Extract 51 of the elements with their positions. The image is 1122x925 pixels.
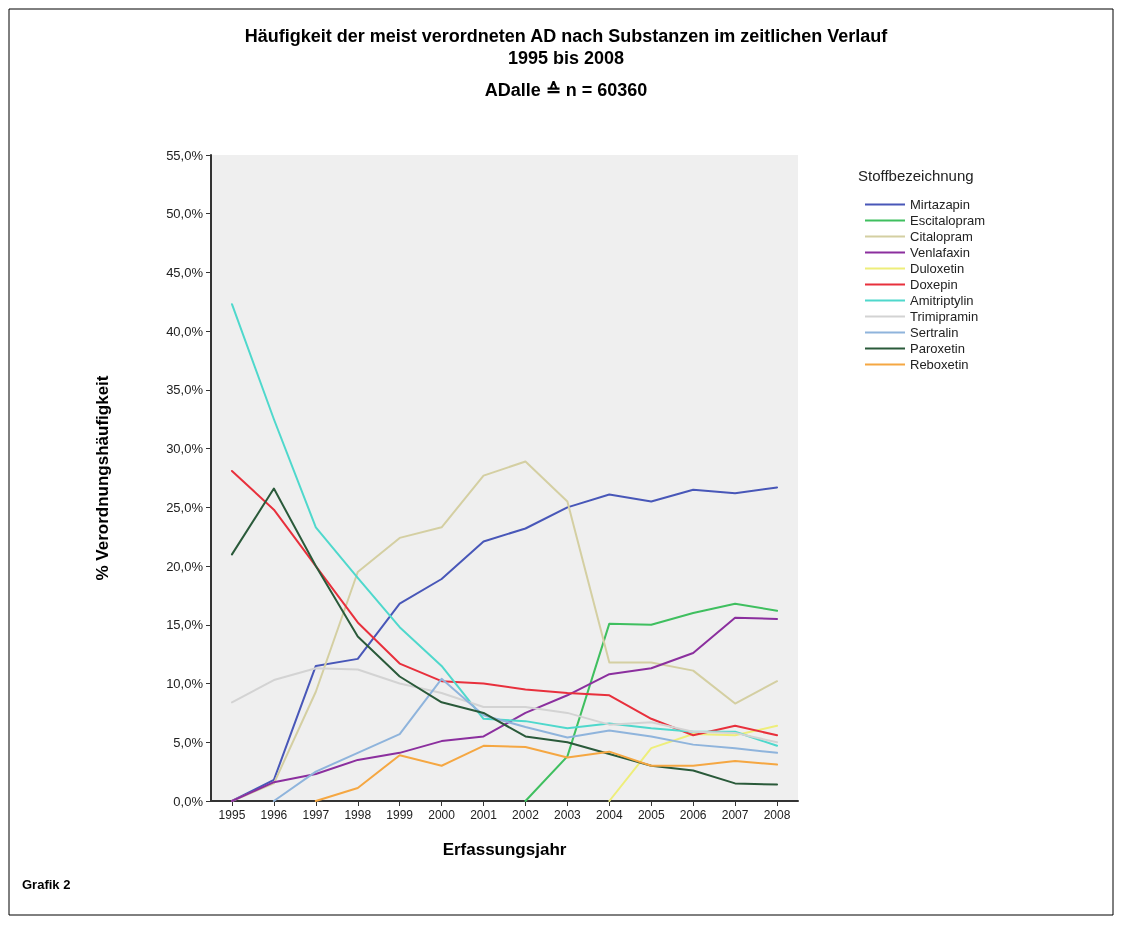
chart-title: Häufigkeit der meist verordneten AD nach Substanzen im zeitlichen Verlauf 1995 bis 2008 (244, 26, 889, 68)
legend-label: Trimipramin (910, 309, 979, 324)
y-tick-label: 45,0% (166, 264, 204, 280)
y-tick-label: 40,0% (166, 323, 204, 339)
line-series (230, 469, 779, 737)
x-tick-label: 2001 (470, 808, 498, 822)
x-tick-label: 1998 (344, 808, 372, 822)
y-tick-label: 5,0% (173, 734, 204, 750)
x-tick-label: 1996 (260, 808, 288, 822)
legend-label: Reboxetin (910, 357, 969, 372)
legend-label: Escitalopram (910, 213, 986, 228)
legend-label: Paroxetin (910, 341, 965, 356)
x-tick-label: 2003 (554, 808, 582, 822)
x-tick-label: 2002 (512, 808, 540, 822)
line-series (524, 602, 779, 802)
y-axis-title: % Verordnungshäufigkeit (93, 375, 112, 581)
y-tick-label: 55,0% (166, 147, 204, 163)
legend-label: Amitriptylin (910, 293, 974, 308)
y-tick-label: 50,0% (166, 206, 204, 222)
chart-subtitle: ADalle ≙ n = 60360 (484, 80, 648, 100)
y-tick-label: 25,0% (166, 499, 204, 515)
x-tick-label: 1995 (218, 808, 246, 822)
x-tick-label: 1999 (386, 808, 414, 822)
x-tick-label: 2005 (637, 808, 665, 822)
legend-label: Citalopram (910, 229, 973, 244)
y-tick-label: 35,0% (166, 382, 204, 398)
x-tick-label: 2008 (763, 808, 791, 822)
legend-label: Venlafaxin (910, 245, 970, 260)
x-tick-label: 1997 (302, 808, 330, 822)
x-axis-title: Erfassungsjahr (442, 840, 567, 859)
text: Grafik 2 (22, 877, 71, 892)
legend-label: Doxepin (910, 277, 958, 292)
line-series (230, 616, 779, 802)
x-tick-label: 2004 (595, 808, 623, 822)
legend-label: Mirtazapin (910, 197, 970, 212)
line-series (230, 303, 779, 747)
line-series (608, 724, 779, 802)
y-tick-label: 0,0% (173, 793, 204, 809)
line-series (272, 677, 779, 802)
legend-label: Sertralin (910, 325, 959, 340)
y-tick-label: 15,0% (166, 617, 204, 633)
line-series (230, 667, 779, 744)
x-tick-label: 2007 (721, 808, 749, 822)
x-tick-label: 2006 (679, 808, 707, 822)
y-tick-label: 30,0% (166, 441, 204, 457)
line-series (314, 744, 779, 802)
x-tick-label: 2000 (428, 808, 456, 822)
legend-title: Stoffbezeichnung (858, 167, 974, 184)
y-tick-label: 20,0% (166, 558, 204, 574)
legend-label: Duloxetin (910, 261, 965, 276)
y-tick-label: 10,0% (166, 676, 204, 692)
